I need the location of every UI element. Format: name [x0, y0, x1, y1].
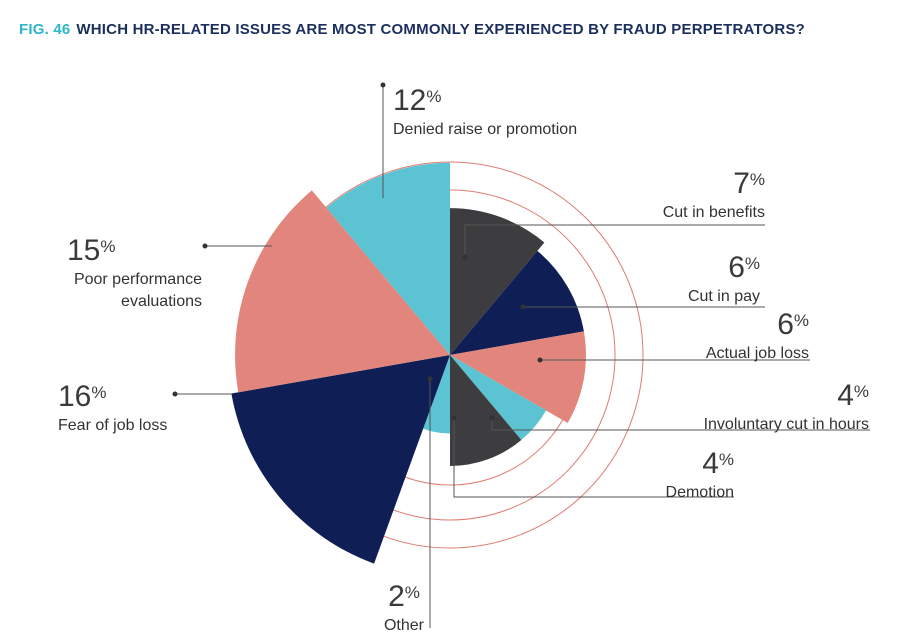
category-label-demotion: Demotion [666, 484, 734, 501]
slice-cut-in-pay [450, 250, 584, 355]
leader-line-5 [453, 418, 734, 498]
value-label-involuntary-cut-in-hours: 4% [837, 379, 869, 412]
figure-number: FIG. 46 [19, 21, 71, 38]
category-label-other: Other [384, 617, 425, 634]
leader-dot-3 [537, 357, 543, 363]
category-label-involuntary-cut-in-hours: Involuntary cut in hours [704, 416, 869, 433]
leader-dot-9 [380, 82, 386, 88]
value-label-fear-of-job-loss: 16% [58, 380, 107, 413]
category-label-poor-performance-evaluations-1: Poor performance [74, 271, 202, 288]
category-label-cut-in-pay: Cut in pay [688, 288, 760, 305]
chart-question: WHICH HR-RELATED ISSUES ARE MOST COMMONL… [76, 21, 806, 38]
category-label-denied-raise-or-promotion: Denied raise or promotion [393, 121, 577, 138]
value-label-actual-job-loss: 6% [777, 308, 809, 341]
leader-dot-1 [462, 254, 468, 260]
slice-cut-in-benefits [450, 208, 545, 355]
slice-actual-job-loss [450, 331, 586, 423]
value-label-cut-in-benefits: 7% [733, 167, 765, 200]
category-label-cut-in-benefits: Cut in benefits [663, 204, 765, 221]
slice-involuntary-cut-in-hours [450, 355, 547, 441]
slice-labels: 7% Cut in benefits 6% Cut in pay 6% Actual jo… [58, 84, 869, 634]
value-label-cut-in-pay: 6% [728, 251, 760, 284]
value-label-demotion: 4% [702, 447, 734, 480]
leader-dot-7 [172, 391, 178, 397]
leader-line-1 [464, 224, 765, 257]
value-label-denied-raise-or-promotion: 12% [393, 84, 442, 117]
leader-dot-2 [520, 304, 526, 310]
leader-line-4 [491, 418, 870, 431]
slice-demotion [450, 355, 522, 466]
leader-lines [172, 82, 870, 628]
slice-poor-performance-evaluations [235, 190, 450, 393]
leader-dot-4 [489, 415, 495, 421]
category-label-poor-performance-evaluations-2: evaluations [121, 293, 202, 310]
value-label-poor-performance-evaluations: 15% [67, 234, 116, 267]
chart-title: FIG. 46 WHICH HR-RELATED ISSUES ARE MOST … [19, 21, 805, 38]
leader-dot-6 [427, 376, 433, 382]
category-label-fear-of-job-loss: Fear of job loss [58, 417, 167, 434]
slice-fear-of-job-loss [231, 355, 450, 564]
chart-slices [231, 162, 586, 564]
slice-denied-raise-or-promotion [326, 162, 450, 355]
leader-dot-5 [451, 415, 457, 421]
value-label-other: 2% [388, 580, 420, 613]
leader-dot-8 [202, 243, 208, 249]
category-label-actual-job-loss: Actual job loss [706, 345, 809, 362]
